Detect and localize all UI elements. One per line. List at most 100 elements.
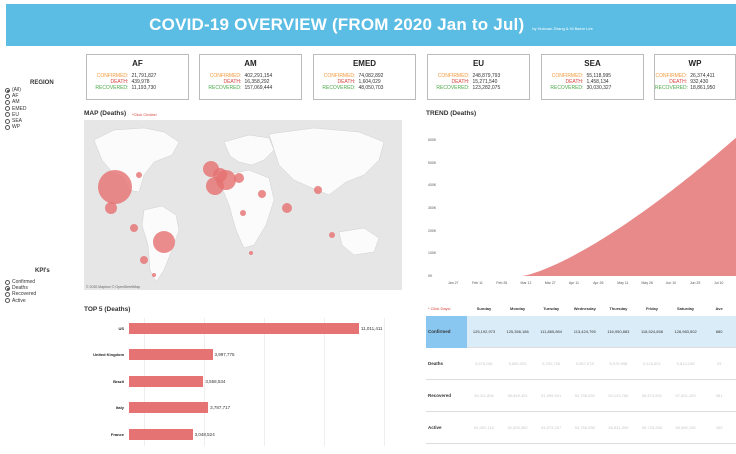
- table-row-confirmed[interactable]: Confirmed 125,192,973 125,356,186 111,865,8…: [426, 315, 736, 348]
- day-header[interactable]: Saturday: [677, 305, 695, 311]
- day-header[interactable]: Friday: [645, 305, 658, 311]
- top5-row[interactable]: US 11,011,411: [84, 321, 402, 335]
- top5-row[interactable]: United Kingdom 3,997,775: [84, 348, 402, 362]
- radio-dot-icon[interactable]: [5, 124, 10, 130]
- bubble-egypt[interactable]: [240, 210, 246, 216]
- bubble-mexico[interactable]: [105, 202, 117, 214]
- radio-dot-icon[interactable]: [5, 298, 10, 304]
- radio-dot-icon[interactable]: [5, 285, 10, 291]
- table-row-recovered[interactable]: Recovered 55,111,806 56,849,401 51,999,901 5…: [426, 380, 736, 412]
- radio-am[interactable]: AM: [5, 99, 26, 105]
- table-cell[interactable]: 5,975,998: [609, 361, 628, 366]
- bubble-india[interactable]: [282, 203, 292, 213]
- bubble-germany[interactable]: [234, 173, 244, 183]
- radio-dot-icon[interactable]: [5, 279, 10, 285]
- table-cell[interactable]: 51,999,901: [541, 393, 562, 398]
- map-canvas[interactable]: [84, 120, 402, 290]
- radio-all[interactable]: (All): [5, 87, 26, 93]
- table-cell[interactable]: 54,768,058: [574, 425, 595, 430]
- day-header[interactable]: Ave: [715, 305, 723, 311]
- radio-recovered[interactable]: Recovered: [5, 291, 36, 297]
- radio-af[interactable]: AF: [5, 93, 26, 99]
- table-cell[interactable]: 5,813,198: [676, 361, 695, 366]
- radio-dot-icon[interactable]: [5, 99, 10, 105]
- table-cell[interactable]: 56,674,901: [641, 393, 662, 398]
- top5-bar[interactable]: [129, 428, 193, 440]
- top5-bar[interactable]: [129, 375, 204, 387]
- bubble-canada[interactable]: [136, 172, 142, 178]
- bubble-chile[interactable]: [140, 256, 148, 264]
- table-cell[interactable]: 55,111,806: [474, 393, 494, 398]
- table-cell[interactable]: 54,573,267: [541, 425, 562, 430]
- table-cell[interactable]: 5,857,678: [575, 361, 594, 366]
- stat-label-recovered: RECOVERED:: [95, 85, 129, 91]
- bubble-iran[interactable]: [258, 190, 266, 198]
- stat-value-death: 1,458,134: [586, 79, 609, 85]
- table-cell[interactable]: 5,679,051: [475, 361, 493, 366]
- table-cell[interactable]: 128,983,502: [674, 329, 697, 334]
- bubble-france[interactable]: [213, 168, 227, 182]
- radio-sea[interactable]: SEA: [5, 118, 26, 124]
- table-cell[interactable]: 56,831,099: [608, 425, 629, 430]
- table-cell[interactable]: 29: [716, 361, 722, 366]
- bubble-peru[interactable]: [130, 224, 138, 232]
- day-header[interactable]: Monday: [510, 305, 526, 311]
- table-cell[interactable]: 116,950,883: [607, 329, 630, 334]
- table-cell[interactable]: 55,733,256: [641, 425, 662, 430]
- day-header[interactable]: Wednesday: [573, 305, 596, 311]
- radio-eu[interactable]: EU: [5, 112, 26, 118]
- table-cell[interactable]: 118,524,658: [640, 329, 663, 334]
- table-cell[interactable]: 5,292,726: [542, 361, 561, 366]
- radio-emed[interactable]: EMED: [5, 106, 26, 112]
- table-row-active[interactable]: Active 64,402,116 62,826,582 54,573,267 54,7…: [426, 412, 736, 444]
- table-cell[interactable]: 52,798,059: [574, 393, 595, 398]
- bubble-argentina[interactable]: [152, 273, 156, 277]
- table-cell[interactable]: 62,826,582: [507, 425, 528, 430]
- bubble-brazil[interactable]: [153, 231, 175, 253]
- table-cell[interactable]: 5,680,203: [508, 361, 527, 366]
- bubble-us[interactable]: [98, 170, 132, 204]
- table-cell[interactable]: 54,143,786: [608, 393, 629, 398]
- top5-row[interactable]: Italy 3,787,717: [84, 401, 402, 415]
- day-header[interactable]: Sunday: [476, 305, 492, 311]
- bubble-safrica[interactable]: [249, 251, 253, 255]
- radio-dot-icon[interactable]: [5, 93, 10, 99]
- table-cell[interactable]: 64,402,116: [474, 425, 494, 430]
- radio-dot-icon[interactable]: [5, 106, 10, 112]
- top5-row[interactable]: Brazil 3,558,534: [84, 374, 402, 388]
- radio-wp[interactable]: WP: [5, 124, 26, 130]
- table-cell[interactable]: 111,865,894: [540, 329, 563, 334]
- radio-confirmed[interactable]: Confirmed: [5, 279, 36, 285]
- trend-area[interactable]: [450, 137, 736, 276]
- top5-bar[interactable]: [129, 322, 359, 334]
- table-cell[interactable]: 57,601,109: [675, 393, 696, 398]
- stat-label-death: DEATH:: [669, 79, 688, 85]
- table-row-deaths[interactable]: Deaths 5,679,051 5,680,203 5,292,726 5,857,6…: [426, 348, 736, 380]
- table-cell[interactable]: 125,356,186: [506, 329, 529, 334]
- map-bubbles[interactable]: [98, 161, 335, 277]
- radio-dot-icon[interactable]: [5, 291, 10, 297]
- radio-dot-icon[interactable]: [5, 87, 10, 93]
- day-header[interactable]: Tuesday: [543, 305, 560, 311]
- table-cell[interactable]: 56,849,401: [507, 393, 528, 398]
- bubble-indonesia[interactable]: [329, 232, 335, 238]
- table-cell[interactable]: 125,192,973: [472, 329, 496, 334]
- top5-bar[interactable]: [129, 349, 213, 360]
- radio-dot-icon[interactable]: [5, 112, 10, 118]
- bubble-china[interactable]: [314, 186, 322, 194]
- radio-label: WP: [12, 124, 21, 131]
- stat-row-recovered: RECOVERED: 157,069,444: [200, 85, 301, 91]
- day-header[interactable]: Thursday: [609, 305, 628, 311]
- radio-deaths[interactable]: Deaths: [5, 285, 36, 291]
- world-map[interactable]: © 2020 Mapbox © OpenStreetMap: [84, 120, 402, 290]
- top5-row[interactable]: France 3,048,524: [84, 427, 402, 441]
- radio-active[interactable]: Active: [5, 298, 36, 304]
- table-cell[interactable]: 113,424,795: [573, 329, 596, 334]
- radio-dot-icon[interactable]: [5, 118, 10, 124]
- table-cell[interactable]: 6,116,501: [643, 361, 661, 366]
- table-cell[interactable]: 680: [715, 329, 723, 334]
- table-cell[interactable]: 65,569,195: [675, 425, 696, 430]
- table-cell[interactable]: 381: [715, 393, 723, 398]
- top5-bar[interactable]: [129, 402, 209, 413]
- table-cell[interactable]: 269: [715, 425, 723, 430]
